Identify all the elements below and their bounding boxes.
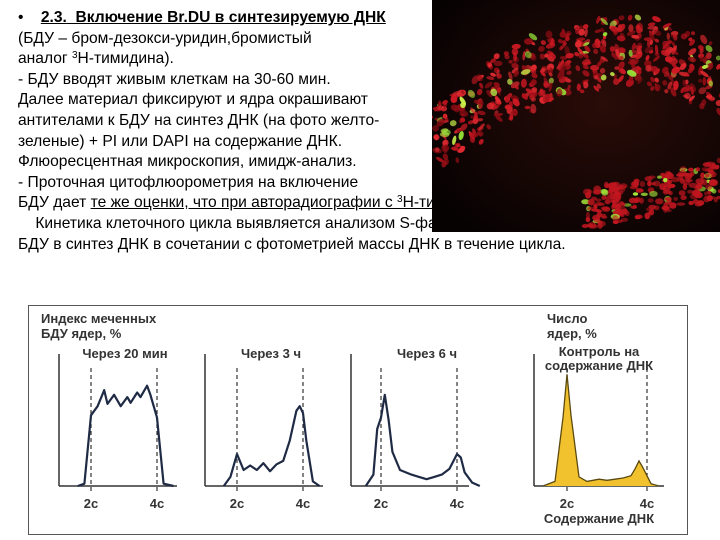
panel-title-line2: содержание ДНК xyxy=(545,358,653,373)
text-line-6: антителами к БДУ на синтез ДНК (на фото … xyxy=(18,111,380,129)
x-tick-label: 2с xyxy=(230,496,244,511)
x-tick-label: 4с xyxy=(296,496,310,511)
x-axis-label: Содержание ДНК xyxy=(544,511,654,526)
micrograph-image xyxy=(432,0,720,232)
text-line-12: БДУ в синтез ДНК в сочетании с фотометри… xyxy=(18,235,566,253)
y-axis-label-right-1: Число xyxy=(547,311,587,326)
x-tick-label: 2с xyxy=(84,496,98,511)
text-line-9: - Проточная цитофлюорометрия на включени… xyxy=(18,173,359,191)
x-tick-label: 2с xyxy=(560,496,574,511)
title-line: • 2.3. Включение Br.DU в синтезируемую Д… xyxy=(18,8,718,29)
section-title: 2.3. Включение Br.DU в синтезируемую ДНК xyxy=(40,9,386,26)
chart-panel-3: Через 6 ч 2с 4с xyxy=(350,346,481,511)
dna-content-outline xyxy=(542,374,660,487)
y-axis-label-right-2: ядер, % xyxy=(547,326,597,341)
chart-panel-2: Через 3 ч 2с 4с xyxy=(204,346,323,511)
panels-group: Через 20 мин 2с 4с Через 3 ч 2с 4с Через 6 ч 2с… xyxy=(58,344,664,511)
text-line-8: Флюоресцентная микроскопия, имидж-анализ… xyxy=(18,153,357,171)
x-tick-label: 2с xyxy=(374,496,388,511)
dna-histogram-figure: Индекс меченных БДУ ядер, % Число ядер, … xyxy=(28,305,688,535)
labeled-index-line xyxy=(77,384,174,488)
x-tick-label: 4с xyxy=(640,496,654,511)
stained-nuclei xyxy=(432,14,720,229)
panel-title: Через 20 мин xyxy=(82,346,167,361)
histogram-panels: Индекс меченных БДУ ядер, % Число ядер, … xyxy=(41,311,664,526)
chart-panel-1: Через 20 мин 2с 4с xyxy=(58,346,177,511)
panel-title: Через 3 ч xyxy=(241,346,301,361)
panel-title: Контроль на xyxy=(559,344,640,359)
text-line-3: аналог 3Н-тимидина). xyxy=(18,50,174,68)
dna-content-area xyxy=(543,374,659,486)
y-axis-label-left-2: БДУ ядер, % xyxy=(41,326,122,341)
y-axis-label-left-1: Индекс меченных xyxy=(41,311,157,326)
bullet: • xyxy=(18,9,24,26)
x-tick-label: 4с xyxy=(150,496,164,511)
panel-title: Через 6 ч xyxy=(397,346,457,361)
labeled-index-line xyxy=(222,405,321,487)
text-line-4: - БДУ вводят живым клеткам на 30-60 мин. xyxy=(18,70,331,88)
text-line-5: Далее материал фиксируют и ядра окрашива… xyxy=(18,91,368,109)
text-line-7: зеленые) + PI или DAPI на содержание ДНК… xyxy=(18,132,343,150)
fluorescence-micrograph xyxy=(432,0,720,232)
text-line-2: (БДУ – бром-дезокси-уридин,бромистый xyxy=(18,29,312,47)
labeled-index-line xyxy=(364,393,481,488)
x-tick-label: 4с xyxy=(450,496,464,511)
